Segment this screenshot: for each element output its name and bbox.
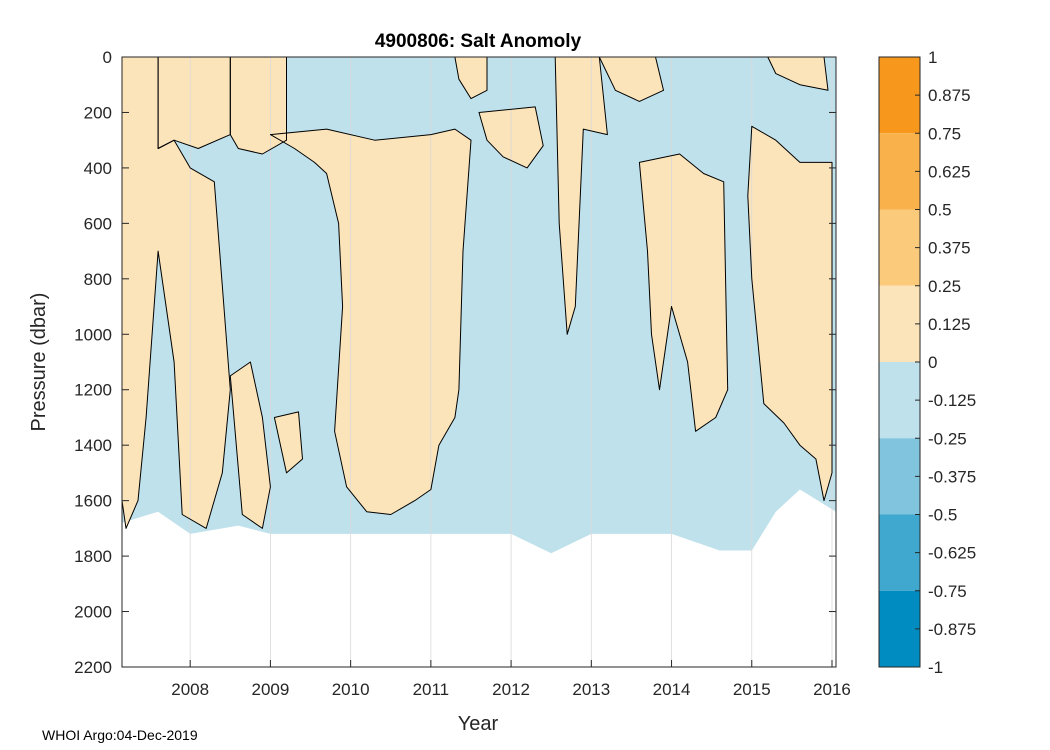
x-tick-label-2008: 2008 bbox=[171, 680, 209, 699]
plot-frame bbox=[121, 56, 837, 668]
y-tick-label-1000: 1000 bbox=[74, 325, 112, 344]
x-tick-label-2013: 2013 bbox=[572, 680, 610, 699]
colorbar-band-3 bbox=[879, 209, 920, 286]
axes: 2008 2009 2010 2011 2012 2013 2014 2015 2016 0 200… bbox=[74, 48, 851, 699]
colorbar-tick-label-7: 0.25 bbox=[928, 277, 961, 296]
y-tick-label-0: 0 bbox=[103, 48, 112, 67]
positive-anomaly-region-10 bbox=[599, 57, 664, 102]
grid bbox=[189, 57, 833, 667]
y-axis-title: Pressure (dbar) bbox=[28, 293, 50, 432]
positive-anomaly-region-5 bbox=[270, 129, 471, 515]
y-tick-label-2200: 2200 bbox=[74, 658, 112, 677]
colorbar-tick-label-5: 0.5 bbox=[928, 201, 952, 220]
x-tick-label-2010: 2010 bbox=[332, 680, 370, 699]
colorbar: 1 0.875 0.75 0.625 0.5 0.375 0.25 0.125 0 -0.125 -… bbox=[878, 48, 976, 677]
positive-anomaly-region-1 bbox=[122, 57, 231, 529]
colorbar-band-5 bbox=[879, 362, 920, 439]
y-tick-label-1600: 1600 bbox=[74, 492, 112, 511]
colorbar-tick-label-8: 0.125 bbox=[928, 315, 971, 334]
positive-anomaly-region-6 bbox=[274, 411, 303, 473]
positive-anomaly-region-4 bbox=[230, 57, 287, 154]
y-tick-label-2000: 2000 bbox=[74, 603, 112, 622]
zero-contour-11 bbox=[638, 153, 729, 432]
y-tick-label-1400: 1400 bbox=[74, 436, 112, 455]
zero-contour-6 bbox=[273, 411, 303, 474]
x-tick-label-2015: 2015 bbox=[733, 680, 771, 699]
x-axis-title: Year bbox=[458, 713, 499, 735]
x-tick-label-2012: 2012 bbox=[492, 680, 530, 699]
y-tick-label-1200: 1200 bbox=[74, 381, 112, 400]
positive-anomaly-region-12 bbox=[747, 126, 832, 501]
positive-anomaly-region-11 bbox=[639, 154, 728, 432]
colorbar-tick-label-6: 0.375 bbox=[928, 239, 971, 258]
positive-anomaly-region-13 bbox=[767, 57, 828, 91]
colorbar-tick-label-10: -0.125 bbox=[928, 391, 976, 410]
colorbar-tick-label-4: 0.625 bbox=[928, 162, 971, 181]
zero-contour-2 bbox=[229, 361, 271, 529]
colorbar-band-8 bbox=[879, 590, 920, 667]
footer-credit: WHOI Argo:04-Dec-2019 bbox=[42, 727, 198, 743]
zero-contour-12 bbox=[747, 125, 833, 502]
colorbar-band-1 bbox=[879, 57, 920, 134]
zero-contour-8 bbox=[478, 106, 544, 169]
colorbar-tick-label-11: -0.25 bbox=[928, 429, 967, 448]
y-tick-label-200: 200 bbox=[84, 103, 112, 122]
colorbar-band-6 bbox=[879, 438, 920, 515]
colorbar-band-2 bbox=[879, 133, 920, 210]
colorbar-tick-label-3: 0.75 bbox=[928, 124, 961, 143]
positive-anomaly-region-7 bbox=[454, 57, 487, 99]
y-tick-label-800: 800 bbox=[84, 270, 112, 289]
y-tick-label-400: 400 bbox=[84, 159, 112, 178]
y-tick-label-1800: 1800 bbox=[74, 547, 112, 566]
colorbar-tick-label-13: -0.5 bbox=[928, 506, 957, 525]
x-tick-label-2011: 2011 bbox=[413, 680, 450, 699]
data-field bbox=[122, 57, 836, 667]
colorbar-tick-label-2: 0.875 bbox=[928, 86, 971, 105]
zero-contour-9 bbox=[554, 56, 608, 335]
colorbar-tick-label-9: 0 bbox=[928, 353, 937, 372]
colorbar-tick-label-17: -1 bbox=[928, 658, 943, 677]
chart-title: 4900806: Salt Anomoly bbox=[375, 31, 582, 52]
colorbar-tick-label-12: -0.375 bbox=[928, 467, 976, 486]
x-tick-label-2014: 2014 bbox=[653, 680, 691, 699]
plot-area bbox=[122, 57, 836, 667]
positive-anomaly-region-3 bbox=[158, 57, 231, 149]
colorbar-tick-label-15: -0.75 bbox=[928, 582, 967, 601]
colorbar-band-7 bbox=[879, 514, 920, 591]
colorbar-tick-label-16: -0.875 bbox=[928, 620, 976, 639]
colorbar-tick-label-14: -0.625 bbox=[928, 544, 976, 563]
colorbar-tick-label-1: 1 bbox=[928, 48, 937, 67]
positive-anomaly-region-9 bbox=[555, 57, 608, 335]
zero-contour-5 bbox=[269, 128, 472, 515]
x-tick-label-2016: 2016 bbox=[813, 680, 851, 699]
colorbar-band-4 bbox=[879, 285, 920, 362]
y-tick-label-600: 600 bbox=[84, 214, 112, 233]
x-tick-label-2009: 2009 bbox=[252, 680, 290, 699]
